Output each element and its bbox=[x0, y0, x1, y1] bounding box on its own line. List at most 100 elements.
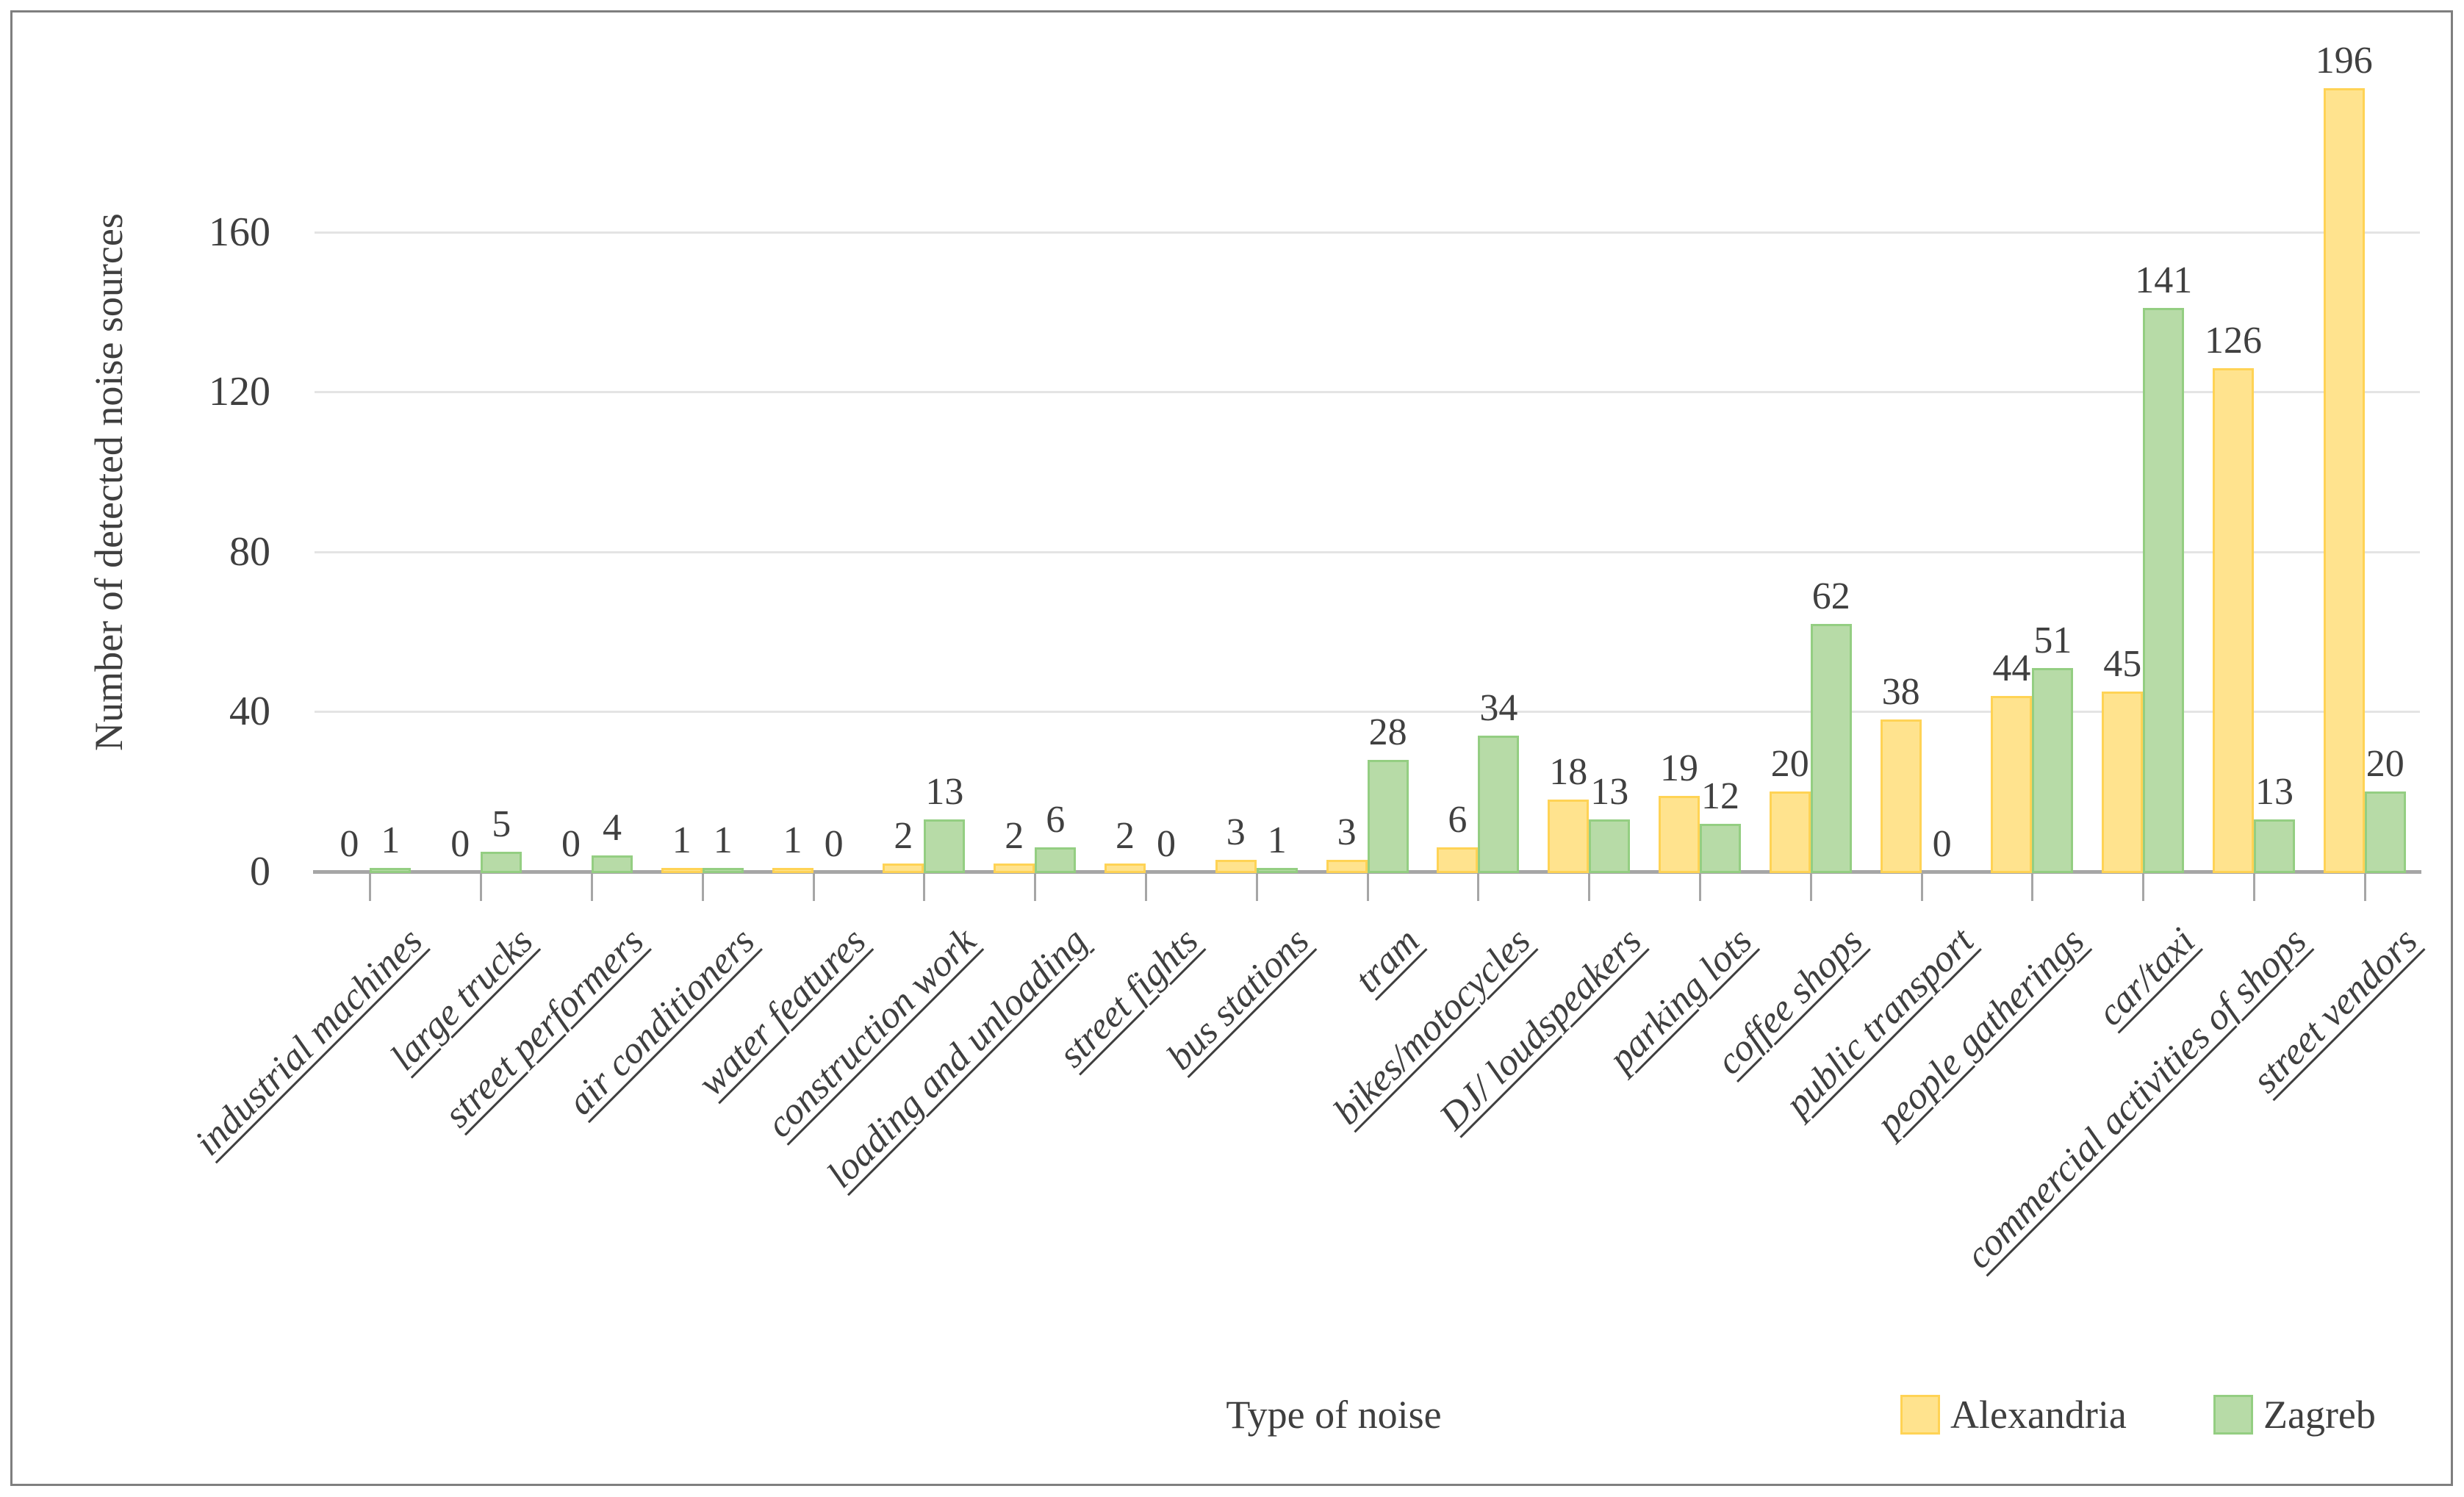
bar-zagreb-9 bbox=[1367, 760, 1409, 873]
value-label-zagreb-18: 20 bbox=[2366, 743, 2404, 785]
bar-alexandria-16 bbox=[2102, 692, 2144, 873]
x-category-label: tram bbox=[1347, 920, 1428, 1001]
x-tick-mark bbox=[2363, 872, 2366, 901]
x-tick-mark bbox=[1920, 872, 1923, 901]
x-category-label: public transport bbox=[1777, 920, 1982, 1125]
value-label-zagreb-14: 0 bbox=[1932, 823, 1952, 865]
x-tick-mark bbox=[1366, 872, 1369, 901]
x-category-label: people gatherings bbox=[1868, 920, 2093, 1144]
y-tick-label-120: 120 bbox=[209, 369, 270, 415]
x-category-label: bikes/motocycles bbox=[1326, 920, 1539, 1133]
x-tick-mark bbox=[1588, 872, 1591, 901]
value-label-zagreb-16: 141 bbox=[2135, 259, 2193, 301]
x-tick-mark bbox=[701, 872, 704, 901]
y-tick-label-40: 40 bbox=[229, 689, 270, 735]
value-label-alexandria-0: 0 bbox=[340, 823, 359, 865]
bar-alexandria-12 bbox=[1659, 796, 1700, 873]
bar-zagreb-1 bbox=[481, 852, 522, 873]
value-label-alexandria-7: 2 bbox=[1116, 815, 1135, 857]
value-label-alexandria-5: 2 bbox=[894, 815, 913, 857]
gridline-120 bbox=[315, 391, 2420, 394]
legend-label-alexandria: Alexandria bbox=[1950, 1393, 2127, 1437]
x-tick-mark bbox=[480, 872, 483, 901]
x-axis-title: Type of noise bbox=[1226, 1393, 1442, 1437]
x-tick-mark bbox=[2031, 872, 2034, 901]
value-label-alexandria-11: 18 bbox=[1549, 751, 1588, 793]
value-label-zagreb-4: 0 bbox=[824, 823, 844, 865]
x-tick-mark bbox=[2142, 872, 2145, 901]
bar-zagreb-11 bbox=[1589, 819, 1631, 873]
legend-swatch-zagreb bbox=[2213, 1395, 2253, 1435]
gridline-160 bbox=[315, 231, 2420, 234]
x-tick-mark bbox=[369, 872, 372, 901]
value-label-alexandria-15: 44 bbox=[1992, 647, 2031, 689]
bar-alexandria-5 bbox=[883, 864, 924, 873]
bar-zagreb-18 bbox=[2364, 791, 2406, 873]
y-tick-label-0: 0 bbox=[250, 849, 270, 894]
value-label-zagreb-0: 1 bbox=[381, 819, 401, 861]
bar-zagreb-12 bbox=[1700, 824, 1741, 873]
x-category-label: DJ/ loudspeakers bbox=[1431, 920, 1650, 1138]
value-label-alexandria-12: 19 bbox=[1660, 747, 1698, 789]
value-label-alexandria-6: 2 bbox=[1005, 815, 1024, 857]
legend-item-alexandria: Alexandria bbox=[1900, 1392, 2127, 1437]
x-tick-mark bbox=[591, 872, 593, 901]
value-label-alexandria-4: 1 bbox=[783, 819, 802, 861]
bar-zagreb-6 bbox=[1035, 847, 1077, 873]
bar-alexandria-14 bbox=[1880, 719, 1922, 873]
value-label-alexandria-17: 126 bbox=[2205, 320, 2262, 362]
bar-zagreb-3 bbox=[702, 868, 744, 873]
bar-zagreb-5 bbox=[924, 819, 966, 873]
value-label-zagreb-11: 13 bbox=[1590, 771, 1629, 813]
y-tick-label-80: 80 bbox=[229, 528, 270, 575]
value-label-alexandria-9: 3 bbox=[1337, 811, 1357, 853]
bar-zagreb-2 bbox=[592, 855, 633, 873]
bar-alexandria-7 bbox=[1105, 864, 1146, 873]
value-label-zagreb-5: 13 bbox=[925, 771, 964, 813]
x-category-label: street performers bbox=[437, 920, 653, 1136]
value-label-zagreb-6: 6 bbox=[1046, 799, 1066, 841]
bar-alexandria-8 bbox=[1215, 860, 1257, 873]
bar-zagreb-15 bbox=[2032, 668, 2074, 873]
bar-alexandria-18 bbox=[2323, 88, 2365, 873]
bar-alexandria-6 bbox=[994, 864, 1035, 873]
value-label-alexandria-8: 3 bbox=[1226, 811, 1246, 853]
value-label-zagreb-17: 13 bbox=[2255, 771, 2294, 813]
x-tick-mark bbox=[1699, 872, 1701, 901]
legend-label-zagreb: Zagreb bbox=[2263, 1393, 2376, 1437]
bar-alexandria-17 bbox=[2213, 368, 2254, 873]
value-label-alexandria-10: 6 bbox=[1448, 799, 1468, 841]
x-tick-mark bbox=[812, 872, 815, 901]
bar-zagreb-10 bbox=[1478, 736, 1520, 873]
y-axis-title: Number of detected noise sources bbox=[87, 213, 131, 751]
x-tick-mark bbox=[1809, 872, 1812, 901]
legend-item-zagreb: Zagreb bbox=[2213, 1392, 2376, 1437]
x-tick-mark bbox=[923, 872, 926, 901]
value-label-alexandria-13: 20 bbox=[1770, 743, 1809, 785]
value-label-alexandria-14: 38 bbox=[1881, 671, 1920, 713]
gridline-40 bbox=[315, 711, 2420, 714]
x-tick-mark bbox=[1477, 872, 1480, 901]
value-label-zagreb-15: 51 bbox=[2033, 620, 2072, 661]
bar-alexandria-15 bbox=[1991, 696, 2033, 873]
bar-alexandria-11 bbox=[1548, 800, 1590, 873]
value-label-alexandria-3: 1 bbox=[672, 819, 692, 861]
bar-zagreb-16 bbox=[2143, 308, 2185, 873]
bar-zagreb-13 bbox=[1810, 624, 1852, 873]
x-tick-mark bbox=[2253, 872, 2255, 901]
value-label-zagreb-1: 5 bbox=[492, 803, 511, 845]
x-tick-mark bbox=[1145, 872, 1147, 901]
y-tick-label-160: 160 bbox=[209, 209, 270, 255]
value-label-zagreb-3: 1 bbox=[713, 819, 733, 861]
x-tick-mark bbox=[1034, 872, 1037, 901]
bar-alexandria-13 bbox=[1769, 791, 1811, 873]
value-label-zagreb-10: 34 bbox=[1479, 687, 1518, 729]
bar-alexandria-10 bbox=[1437, 847, 1479, 873]
bar-zagreb-0 bbox=[370, 868, 412, 873]
value-label-zagreb-7: 0 bbox=[1157, 823, 1176, 865]
value-label-zagreb-12: 12 bbox=[1701, 775, 1739, 817]
bar-zagreb-17 bbox=[2254, 819, 2295, 873]
legend-swatch-alexandria bbox=[1900, 1395, 1940, 1435]
value-label-alexandria-2: 0 bbox=[561, 823, 581, 865]
